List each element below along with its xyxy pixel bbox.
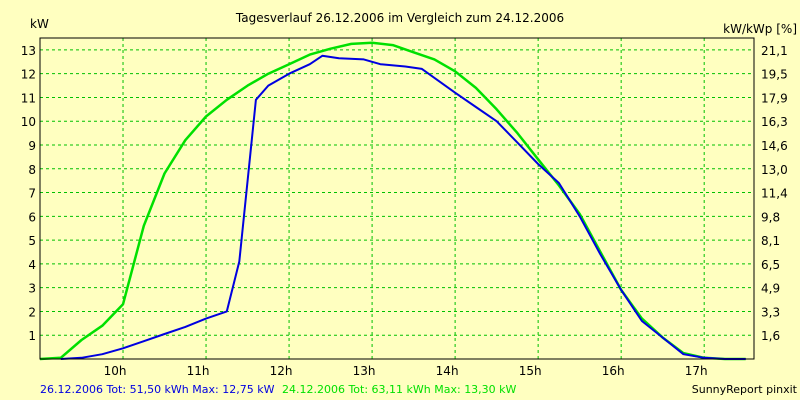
y-tick-label: 4 — [28, 258, 36, 272]
y-tick-label: 11 — [21, 91, 36, 105]
series-lines — [39, 41, 746, 361]
y-tick-label: 12 — [21, 68, 36, 82]
y2-tick-label: 13,0 — [761, 163, 788, 177]
x-tick-label: 16h — [602, 364, 625, 378]
plot-area — [40, 38, 754, 359]
x-tick-label: 13h — [353, 364, 376, 378]
y2-tick-label: 4,9 — [761, 282, 780, 296]
legend-series-24-12: 24.12.2006 Tot: 63,11 kWh Max: 13,30 kW — [282, 383, 517, 396]
y2-tick-label: 9,8 — [761, 210, 780, 224]
y2-tick-label: 16,3 — [761, 115, 788, 129]
chart-title: Tagesverlauf 26.12.2006 im Vergleich zum… — [235, 11, 564, 25]
x-tick-label: 10h — [104, 364, 127, 378]
y2-tick-label: 8,1 — [761, 234, 780, 248]
y2-tick-label: 3,3 — [761, 305, 780, 319]
y-tick-label: 1 — [28, 329, 36, 343]
y2-tick-label: 19,5 — [761, 68, 788, 82]
y2-axis-label: kW/kWp [%] — [723, 22, 797, 36]
x-tick-label: 14h — [436, 364, 459, 378]
y-tick-label: 8 — [28, 163, 36, 177]
y2-tick-label: 11,4 — [761, 187, 788, 201]
y2-tick-label: 6,5 — [761, 258, 780, 272]
y-axis-label: kW — [30, 17, 49, 31]
y2-tick-label: 14,6 — [761, 139, 788, 153]
credit-text: SunnyReport pinxit — [692, 383, 798, 396]
y2-tick-label: 17,9 — [761, 91, 788, 105]
y-tick-label: 6 — [28, 210, 36, 224]
series-line-26-12 — [60, 54, 746, 360]
x-tick-label: 11h — [187, 364, 210, 378]
x-tick-label: 12h — [270, 364, 293, 378]
y-tick-label: 3 — [28, 282, 36, 296]
y-tick-label: 10 — [21, 115, 36, 129]
plot-frame — [39, 37, 755, 360]
y-tick-label: 5 — [28, 234, 36, 248]
y-tick-label: 7 — [28, 187, 36, 201]
tick-labels: 10h 11h 12h 13h 14h 15h 16h 17h1234567891011121… — [21, 44, 788, 378]
y2-tick-label: 1,6 — [761, 329, 780, 343]
y-tick-label: 9 — [28, 139, 36, 153]
y2-tick-label: 21,1 — [761, 44, 788, 58]
x-tick-label: 15h — [519, 364, 542, 378]
footer-legend: 26.12.2006 Tot: 51,50 kWh Max: 12,75 kW … — [40, 383, 517, 396]
x-tick-label: 17h — [685, 364, 708, 378]
y-tick-label: 13 — [21, 44, 36, 58]
legend-series-26-12: 26.12.2006 Tot: 51,50 kWh Max: 12,75 kW — [40, 383, 275, 396]
y-tick-label: 2 — [28, 305, 36, 319]
